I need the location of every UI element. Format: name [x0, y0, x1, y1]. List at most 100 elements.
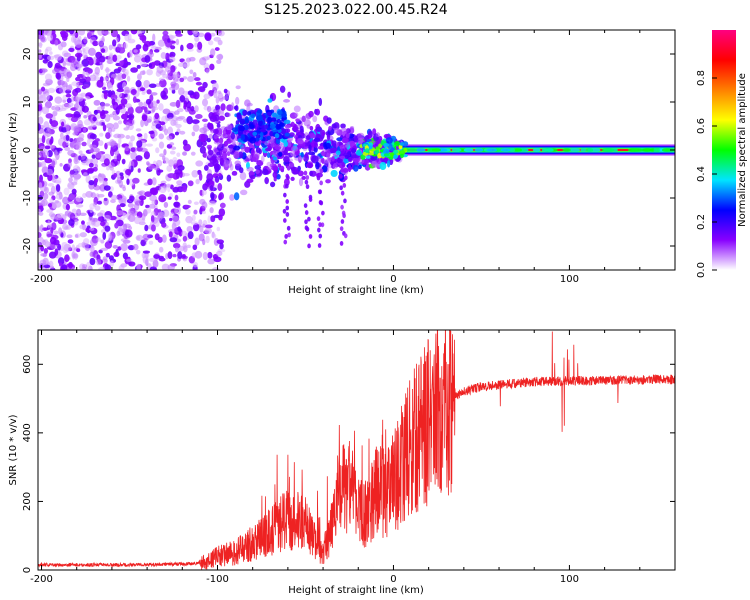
spectrogram-blob [51, 30, 56, 34]
spectrogram-blob [126, 93, 130, 101]
spectrogram-blob [138, 195, 147, 201]
spectrogram-blob [55, 184, 61, 192]
spectrogram-blob [167, 38, 171, 43]
spectrogram-blob [179, 77, 185, 83]
spectrogram-blob [110, 147, 115, 157]
spectrogram-blob [339, 226, 344, 232]
spectrogram-blob [316, 175, 321, 181]
spectrogram-blob [197, 32, 205, 38]
spectrogram-blob [307, 216, 311, 222]
spectrogram-blob [233, 105, 238, 110]
spectrogram-blob [102, 232, 107, 240]
spectrogram-blob [331, 155, 335, 162]
spectrogram-blob [140, 218, 146, 223]
spectrogram-blob [252, 119, 258, 125]
spectrogram-blob [151, 200, 156, 205]
spectrogram-blob [199, 57, 207, 66]
spectrogram-blob [93, 99, 101, 106]
snr-background [38, 330, 675, 570]
spectrogram-blob [61, 103, 70, 110]
spectrogram-blob [308, 144, 312, 153]
spectrogram-blob [225, 112, 231, 118]
spectrogram-blob [170, 119, 177, 127]
spectrogram-blob [306, 124, 311, 129]
spectrogram-blob [186, 225, 193, 233]
spectrogram-blob [38, 49, 42, 53]
spectrogram-blob [287, 232, 291, 238]
spectrogram-blob [339, 155, 346, 160]
spectrogram-blob [291, 125, 299, 132]
spectrogram-blob [98, 140, 104, 147]
spectrogram-blob [357, 164, 362, 170]
snr-xtick-label: -200 [30, 574, 53, 585]
spectrogram-blob [89, 227, 95, 231]
spectrogram-blob [169, 237, 178, 243]
spectrogram-blob [240, 134, 246, 141]
spectrogram-blob [112, 39, 117, 47]
spectrogram-blob [40, 68, 48, 73]
spectrogram-blob [318, 97, 323, 106]
spectrogram-blob [298, 177, 304, 187]
spectrogram-blob [173, 201, 180, 207]
spectrogram-blob [161, 222, 167, 228]
spectrogram-blob [233, 145, 241, 151]
spectrogram-blob [330, 169, 338, 177]
spectrogram-blob [73, 164, 80, 172]
spectrogram-blob [562, 148, 571, 152]
spectrogram-blob [580, 148, 587, 152]
spectrogram-blob [140, 147, 148, 153]
spectrogram-blob [213, 36, 221, 42]
spectrogram-blob [73, 60, 81, 65]
spectrogram-blob [44, 158, 53, 164]
spectrogram-blob [109, 138, 115, 148]
spectrogram-blob [182, 235, 188, 242]
spectrogram-blob [336, 131, 342, 136]
spectrogram-blob [41, 135, 46, 144]
spectrogram-blob [174, 207, 178, 214]
spectrogram-blob [151, 224, 156, 232]
spectrogram-blob [45, 113, 54, 119]
spectrogram-blob [99, 179, 104, 183]
spectrogram-blob [141, 114, 148, 122]
snr-xtick-label: -100 [206, 574, 229, 585]
spectrogram-blob [89, 143, 94, 150]
spectrogram-blob [342, 157, 350, 164]
spectrogram-blob [290, 176, 295, 181]
spectrogram-blob [149, 100, 158, 109]
spectrogram-blob [246, 111, 252, 116]
spectrogram-blob [340, 219, 345, 224]
spectrogram-blob [394, 140, 401, 147]
spectrogram-blob [158, 133, 165, 140]
spectrogram-blob [75, 105, 83, 112]
spectrogram-blob [205, 68, 210, 74]
spectrogram-blob [85, 76, 91, 83]
spectrogram-blob [40, 37, 46, 42]
spectrogram-blob [38, 245, 41, 252]
spectrogram-blob [94, 138, 100, 142]
spectrogram-blob [344, 175, 348, 181]
spectrogram-blob [191, 119, 200, 124]
spectrogram-blob [94, 205, 101, 211]
spectrogram-blob [283, 239, 288, 245]
spectrogram-blob [157, 209, 162, 213]
spectrogram-blob [213, 256, 222, 263]
spectrogram-blob [340, 190, 345, 196]
spectrogram-blob [169, 150, 176, 155]
spectrogram-blob [304, 219, 308, 225]
spectrogram-blob [194, 105, 199, 113]
spectrogram-xtick-label: 0 [390, 274, 396, 285]
spectrogram-blob [101, 35, 105, 44]
spectrogram-blob [103, 185, 111, 191]
spectrogram-blob [102, 256, 108, 261]
spectrogram-blob [43, 264, 51, 269]
spectrogram-blob [82, 127, 87, 133]
spectrogram-blob [48, 191, 55, 196]
spectrogram-blob [307, 163, 312, 169]
spectrogram-blob [340, 127, 348, 135]
spectrogram-blob [190, 105, 195, 112]
spectrogram-blob [182, 139, 188, 146]
spectrogram-blob [82, 238, 90, 245]
spectrogram-blob [122, 212, 127, 219]
spectrogram-blob [94, 66, 100, 75]
